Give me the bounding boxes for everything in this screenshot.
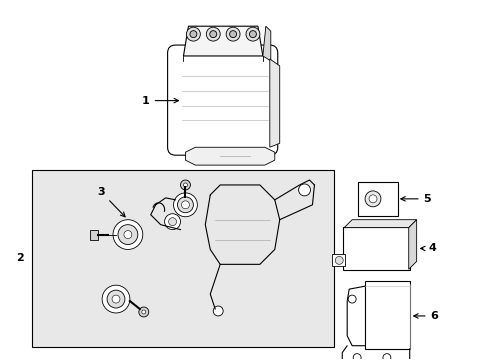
Circle shape (107, 290, 124, 308)
Circle shape (368, 195, 376, 203)
Bar (332, 255, 345, 266)
Circle shape (249, 31, 256, 37)
Circle shape (164, 214, 180, 230)
Bar (90, 230, 98, 239)
Text: 4: 4 (420, 243, 436, 253)
Circle shape (245, 27, 259, 41)
Circle shape (382, 354, 390, 360)
Text: 3: 3 (97, 187, 125, 217)
Circle shape (123, 231, 132, 239)
Circle shape (181, 201, 189, 209)
FancyBboxPatch shape (167, 45, 277, 155)
FancyBboxPatch shape (343, 227, 409, 270)
Circle shape (206, 27, 220, 41)
Text: 6: 6 (413, 311, 438, 321)
Circle shape (139, 307, 148, 317)
Bar (365, 281, 409, 349)
Circle shape (112, 295, 120, 303)
Circle shape (183, 183, 187, 187)
Circle shape (186, 27, 200, 41)
Text: 5: 5 (400, 194, 430, 204)
Circle shape (229, 31, 236, 37)
Circle shape (225, 27, 240, 41)
Circle shape (209, 31, 216, 37)
Circle shape (365, 191, 380, 207)
Polygon shape (408, 220, 416, 269)
Circle shape (298, 184, 310, 196)
Polygon shape (344, 220, 416, 228)
Circle shape (118, 225, 138, 244)
Text: 2: 2 (16, 253, 23, 264)
Circle shape (352, 354, 360, 360)
Circle shape (213, 306, 223, 316)
Circle shape (173, 193, 197, 217)
Circle shape (177, 197, 193, 213)
Polygon shape (183, 26, 263, 56)
Circle shape (113, 220, 142, 249)
Circle shape (335, 256, 343, 264)
Text: 1: 1 (142, 96, 178, 105)
Polygon shape (185, 147, 274, 165)
Circle shape (142, 310, 145, 314)
Circle shape (102, 285, 130, 313)
Polygon shape (263, 26, 270, 61)
Circle shape (168, 218, 176, 226)
FancyBboxPatch shape (357, 182, 397, 216)
Bar (32, 170, 334, 347)
Circle shape (189, 31, 197, 37)
Circle shape (180, 180, 190, 190)
Polygon shape (269, 59, 279, 147)
Circle shape (347, 295, 355, 303)
